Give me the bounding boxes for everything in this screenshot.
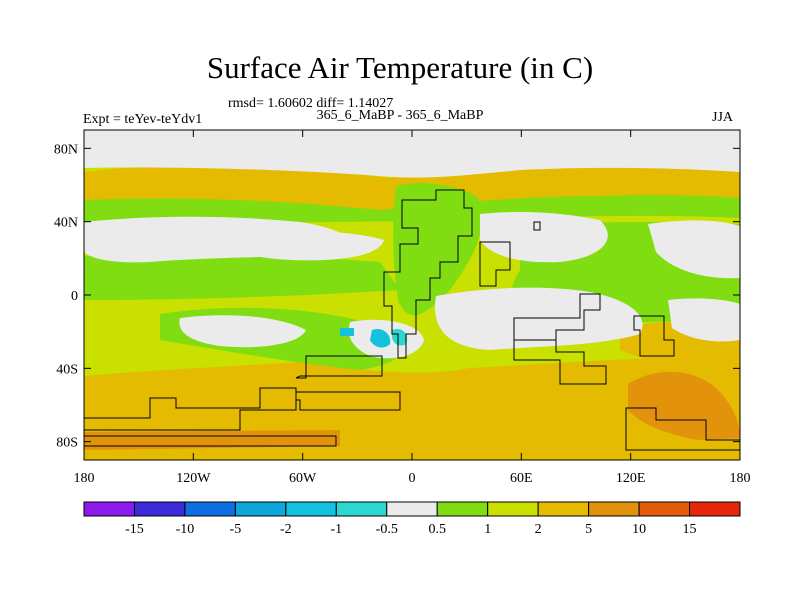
colorbar-swatch [638, 501, 691, 517]
colorbar-label: 10 [632, 522, 646, 537]
experiment-label: Expt = teYev-teYdv1 [83, 112, 203, 127]
colorbar-swatch [285, 501, 337, 517]
field-neutral-band-2 [220, 230, 384, 261]
field-cool-patch-1 [370, 328, 391, 348]
field-weak-tropics-west [84, 254, 400, 300]
lat-label: 80N [54, 142, 78, 157]
colorbar-label: -2 [280, 522, 292, 537]
lon-label: 180 [730, 471, 751, 486]
map-title: Surface Air Temperature (in C) [206, 50, 594, 85]
lat-label: 80S [56, 436, 78, 451]
lon-label: 120W [176, 471, 211, 486]
field-cool-patch-2 [340, 328, 354, 336]
stats-text: rmsd= 1.60602 diff= 1.14027 [228, 96, 394, 111]
colorbar-swatch [83, 501, 135, 517]
colorbar-label: -5 [230, 522, 242, 537]
colorbar-swatch [537, 501, 590, 517]
field-cold-patch [392, 328, 408, 346]
field-neutral-south-pacific [179, 315, 306, 348]
colorbar-label: 1 [484, 522, 491, 537]
field-neutral-east-pacific [668, 298, 740, 342]
colorbar-label: 0.5 [428, 522, 446, 537]
field-neutral-tropics [434, 287, 643, 350]
field-neutral-eurasia [480, 212, 608, 263]
lon-label: 0 [409, 471, 416, 486]
lat-label: 40N [54, 216, 78, 231]
colorbar-swatch [335, 501, 388, 517]
colorbar-swatch [133, 501, 186, 517]
lon-label: 120E [616, 471, 646, 486]
season-label: JJA [712, 110, 734, 125]
colorbar-label: -1 [330, 522, 342, 537]
period-label: 365_6_MaBP - 365_6_MaBP [316, 108, 484, 123]
lon-label: 180 [74, 471, 95, 486]
colorbar-swatch [436, 501, 489, 517]
colorbar-label: -10 [176, 522, 195, 537]
colorbar-label: -0.5 [376, 522, 398, 537]
colorbar-label: 2 [535, 522, 542, 537]
lat-label: 40S [56, 362, 78, 377]
colorbar-label: 15 [683, 522, 697, 537]
field-neutral-arctic [84, 130, 740, 178]
continent-outlines [84, 189, 740, 451]
temperature-field [84, 130, 740, 460]
field-hot-southern-ocean [84, 430, 340, 450]
colorbar-swatch [386, 501, 438, 517]
colorbar-label: -15 [125, 522, 144, 537]
field-neutral-east [648, 220, 740, 279]
latitude-axis: 80N 40N 0 40S 80S [54, 142, 740, 451]
longitude-axis: 180 120W 60W 0 60E 120E 180 [74, 130, 751, 486]
colorbar-swatch [184, 501, 236, 517]
colorbar: -15 -10 -5 -2 -1 -0.5 0.5 1 2 5 10 15 [83, 501, 741, 537]
field-weak-africa [393, 183, 482, 316]
colorbar-swatch [487, 501, 539, 517]
colorbar-swatch [689, 501, 741, 517]
lon-label: 60W [289, 471, 317, 486]
lat-label: 0 [71, 289, 78, 304]
lon-label: 60E [510, 471, 533, 486]
colorbar-swatch [588, 501, 640, 517]
colorbar-label: 5 [585, 522, 592, 537]
colorbar-swatch [234, 501, 287, 517]
field-hot-antarctic-east [628, 371, 740, 440]
